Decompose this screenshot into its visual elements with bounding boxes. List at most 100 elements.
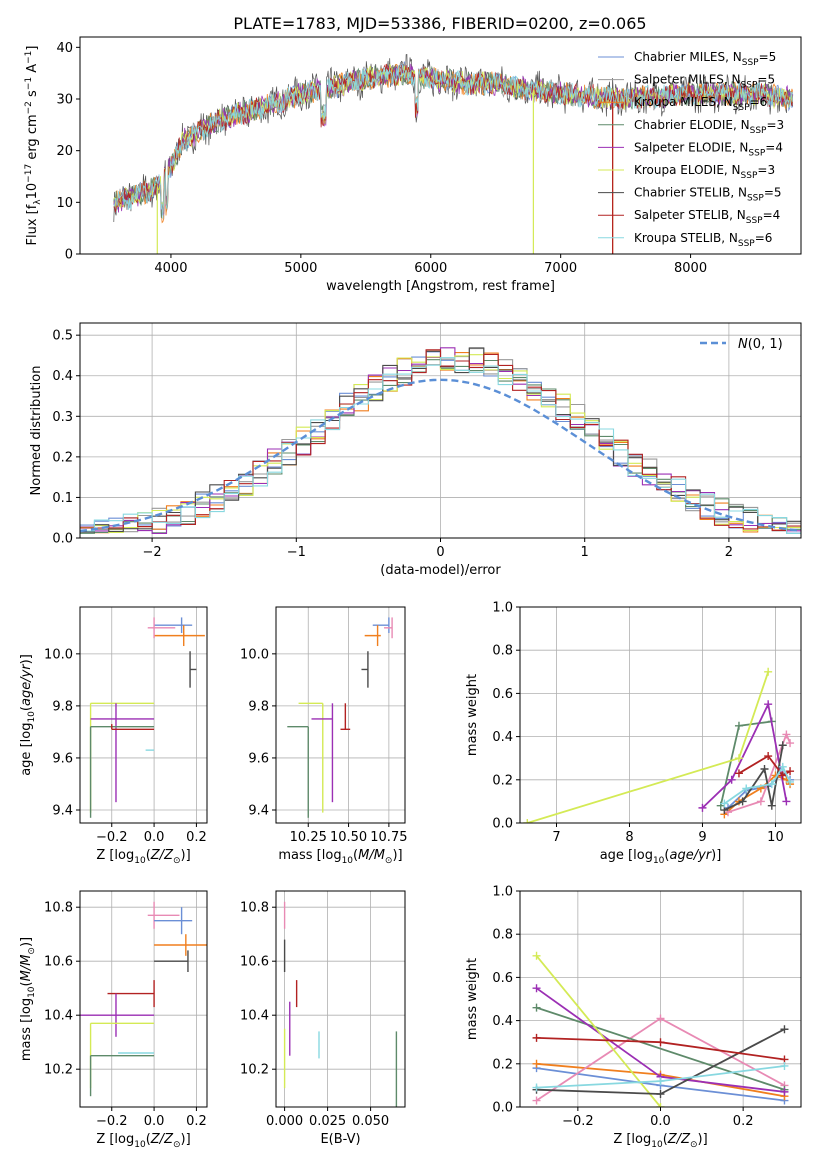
axes-frame	[275, 606, 406, 824]
errorbar-point	[298, 702, 324, 813]
weight-marker	[764, 752, 773, 761]
weight-marker	[532, 1033, 541, 1042]
plot-area	[80, 347, 801, 534]
chart-residual-histogram: −2 −1 0 1 2 0.0 0.1 0.2 0.3 0.4 0.5 (data-model)/er…	[29, 322, 802, 578]
y-tick-label: 10.6	[240, 955, 269, 970]
legend-label: Chabrier ELODIE, NSSP=3	[634, 118, 784, 136]
x-axis-label: Z [log10(Z/Z⊙)]	[96, 1132, 190, 1150]
y-tick-label: 10.8	[44, 901, 73, 916]
weight-line	[727, 731, 791, 814]
x-tick-label: −0.2	[96, 830, 128, 845]
weight-marker	[532, 1096, 541, 1105]
errorbar-point	[311, 703, 334, 803]
y-tick-label: 0.8	[492, 644, 513, 659]
x-tick-label: 0.025	[309, 1114, 346, 1129]
x-tick-label: 7000	[544, 261, 577, 276]
y-tick-label: 10.0	[240, 647, 269, 662]
legend-label: Salpeter ELODIE, NSSP=4	[634, 140, 783, 158]
y-tick-label: 0.4	[492, 1014, 513, 1029]
chart-weight-vs-age: 7 8 9 10 0.0 0.2 0.4 0.6 0.8 1.0 age [log10(age/yr…	[465, 601, 802, 866]
errorbar-point	[107, 980, 155, 1008]
x-axis-label: Z [log10(Z/Z⊙)]	[96, 848, 190, 866]
errorbar-point	[361, 651, 369, 688]
legend-label: Salpeter MILES, NSSP=5	[634, 73, 775, 91]
y-tick-label: 10.0	[44, 647, 73, 662]
x-tick-label: 0	[436, 545, 444, 560]
y-tick-label: 0.8	[492, 928, 513, 943]
errorbar-point	[154, 625, 205, 647]
errorbar-point	[90, 703, 155, 803]
weight-marker	[734, 721, 743, 730]
y-axis-label: mass weight	[465, 674, 480, 756]
weight-marker	[720, 799, 729, 808]
weight-marker	[532, 984, 541, 993]
plot-area	[80, 901, 207, 1097]
spectrum-line	[113, 64, 794, 219]
y-tick-label: 0.5	[52, 329, 73, 344]
errorbar-point	[154, 950, 189, 972]
errorbar-point	[372, 617, 390, 634]
plot-area	[287, 617, 393, 818]
errorbar-point	[154, 934, 207, 956]
weight-marker	[756, 797, 765, 806]
legend-label: Kroupa MILES, NSSP=6	[634, 95, 767, 113]
y-axis-label: mass [log10(M/M⊙)]	[19, 937, 37, 1061]
plot-area	[532, 951, 789, 1107]
weight-marker	[780, 1061, 789, 1070]
plot-area	[523, 667, 795, 823]
y-tick-label: 10.4	[240, 1009, 269, 1024]
errorbar-point	[80, 993, 155, 1037]
histogram-step	[80, 357, 801, 534]
x-tick-label: 1	[581, 545, 589, 560]
weight-marker	[656, 1103, 665, 1107]
y-axis-label: Flux [fλ10−17 erg cm−2 s−1 A−1]	[24, 46, 43, 246]
x-tick-label: 8	[625, 830, 633, 845]
weight-marker	[767, 801, 776, 810]
y-tick-label: 0.2	[52, 450, 73, 465]
y-tick-label: 0.0	[492, 1101, 513, 1116]
chart-mass-vs-ebv: 0.000 0.025 0.050 10.2 10.4 10.6 10.8 E(B-V)	[240, 890, 406, 1147]
weight-marker	[742, 784, 751, 793]
axes-frame	[275, 890, 406, 1108]
x-tick-label: 10.25	[290, 830, 327, 845]
y-tick-label: 0.2	[492, 773, 513, 788]
y-tick-label: 0.0	[492, 817, 513, 832]
errorbar-point	[147, 901, 180, 929]
x-tick-label: 4000	[154, 261, 187, 276]
x-tick-label: 0.000	[266, 1114, 303, 1129]
weight-marker	[778, 741, 787, 750]
y-tick-label: 30	[56, 93, 73, 108]
y-tick-label: 9.4	[248, 803, 269, 818]
x-tick-label: −2	[143, 545, 162, 560]
y-tick-label: 10.6	[44, 955, 73, 970]
x-axis-label: Z [log10(Z/Z⊙)]	[613, 1132, 707, 1150]
x-tick-label: 0.2	[733, 1114, 754, 1129]
plot-area	[89, 617, 205, 818]
weight-line	[536, 1006, 785, 1091]
chart-mass-vs-Z: −0.2 0.0 0.2 10.2 10.4 10.6 10.8 Z [log10(Z/Z⊙)…	[19, 890, 208, 1150]
legend-label: Kroupa ELODIE, NSSP=3	[634, 163, 775, 181]
weight-line	[701, 701, 788, 809]
plot-area	[113, 53, 794, 254]
weight-marker	[734, 754, 743, 763]
legend-label: Chabrier MILES, NSSP=5	[634, 50, 776, 68]
y-tick-label: 9.8	[52, 699, 73, 714]
y-tick-label: 0.4	[492, 730, 513, 745]
axes-frame	[79, 606, 208, 824]
weight-marker	[778, 771, 787, 780]
x-tick-label: 0.050	[352, 1114, 389, 1129]
x-tick-label: 7	[552, 830, 560, 845]
x-tick-label: 8000	[674, 261, 707, 276]
y-tick-label: 10	[56, 196, 73, 211]
weight-marker	[656, 1014, 665, 1023]
y-tick-label: 9.4	[52, 803, 73, 818]
y-tick-label: 20	[56, 144, 73, 159]
errorbar-point	[364, 625, 381, 647]
x-tick-label: 10	[767, 830, 784, 845]
legend: Chabrier MILES, NSSP=5 Salpeter MILES, NS…	[598, 50, 784, 249]
legend-label: Salpeter STELIB, NSSP=4	[634, 208, 780, 226]
x-tick-label: 10.75	[370, 830, 407, 845]
x-axis-label: E(B-V)	[320, 1132, 360, 1147]
errorbar-point	[287, 726, 309, 818]
